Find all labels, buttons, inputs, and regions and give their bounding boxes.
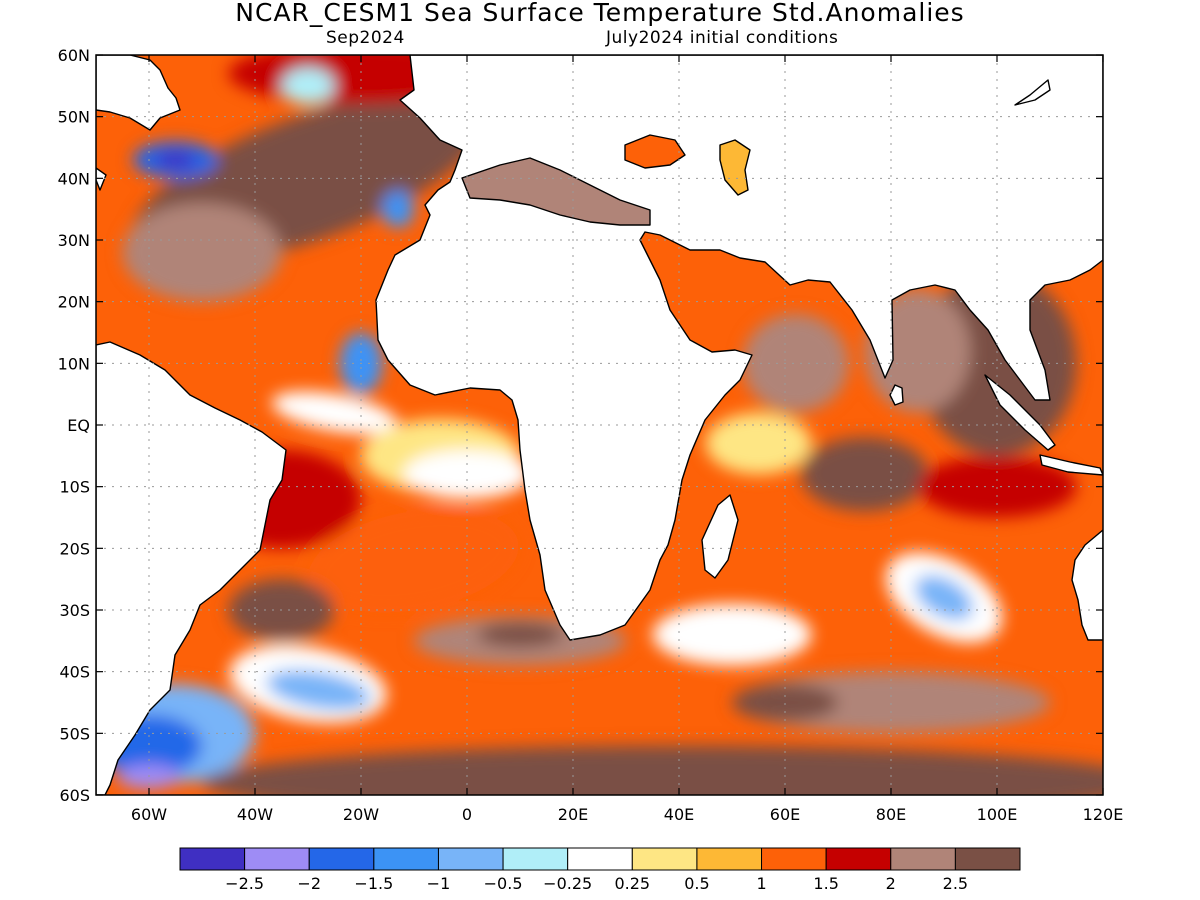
lon-tick-label: 20E [558, 805, 588, 824]
anomaly-blob [202, 745, 1103, 795]
anomaly-blob [800, 437, 929, 512]
anomaly-blob [382, 190, 414, 228]
lon-tick-label: 60E [770, 805, 800, 824]
lat-tick-label: 20N [58, 293, 90, 312]
lat-tick-label: 10N [58, 354, 90, 373]
lat-tick-label: 40N [58, 169, 90, 188]
colorbar-swatch [761, 847, 827, 871]
lat-tick-label: 20S [59, 539, 90, 558]
lat-tick-label: 60N [58, 46, 90, 65]
forecast-month: Sep2024 [326, 28, 405, 48]
lat-tick-label: 40S [59, 663, 90, 682]
anomaly-blob [281, 67, 335, 105]
anomaly-blob [122, 203, 282, 302]
lon-tick-label: 40E [664, 805, 694, 824]
colorbar-swatch [567, 847, 633, 871]
anomaly-blob [477, 622, 563, 648]
lon-tick-label: 20W [343, 805, 379, 824]
colorbar-label: −2.5 [225, 874, 264, 893]
land-sri-lanka [889, 384, 904, 406]
colorbar-label: −0.5 [484, 874, 523, 893]
land-africa-eurasia [96, 55, 181, 131]
colorbar-label: −1.5 [354, 874, 393, 893]
colorbar-swatch [631, 847, 698, 871]
lat-tick-label: EQ [67, 416, 90, 435]
colorbar-label: −0.25 [543, 874, 592, 893]
land-north-america [96, 167, 107, 191]
colorbar: −2.5 −2 −1.5 −1 −0.5 −0.25 0.25 0.5 1 1.5 2 2.5 [179, 847, 1021, 893]
anomaly-blob [652, 603, 812, 666]
land-java [1039, 454, 1103, 476]
anomaly-blob [705, 412, 812, 475]
lon-tick-label: 80E [876, 805, 906, 824]
anomaly-blob [742, 314, 849, 413]
map-title: NCAR_CESM1 Sea Surface Temperature Std.A… [235, 0, 965, 27]
anomaly-blob [266, 669, 371, 711]
graticule [96, 55, 1103, 795]
colorbar-swatch [308, 847, 375, 871]
anomaly-blob [732, 684, 838, 721]
colorbar-label: 0.5 [684, 874, 709, 893]
colorbar-label: 2 [886, 874, 896, 893]
colorbar-swatch [825, 847, 892, 871]
colorbar-label: −2 [297, 874, 321, 893]
colorbar-label: 0.25 [614, 874, 650, 893]
lon-tick-label: 60W [131, 805, 167, 824]
colorbar-swatch [179, 847, 246, 871]
lat-tick-label: 50S [59, 724, 90, 743]
anomaly-blob [917, 455, 1077, 518]
land-caspian [719, 139, 751, 196]
lon-tick-label: 100E [977, 805, 1018, 824]
land-masses [96, 55, 1103, 795]
anomaly-blob [914, 575, 974, 621]
axis-ticks: 60N 50N 40N 30N 20N 10N EQ 10S 20S 30S 40S 50S 60S 60… [58, 46, 1124, 824]
colorbar-label: 2.5 [943, 874, 968, 893]
initial-conditions: July2024 initial conditions [606, 28, 839, 48]
lat-tick-label: 30N [58, 231, 90, 250]
anomaly-blob [309, 508, 519, 613]
land-mediterranean [461, 157, 651, 226]
colorbar-label: 1.5 [813, 874, 838, 893]
colorbar-label: 1 [756, 874, 766, 893]
colorbar-swatch [696, 847, 763, 871]
land-madagascar [701, 494, 739, 579]
anomaly-blob [154, 150, 197, 170]
colorbar-swatch [373, 847, 439, 871]
anomaly-blob [403, 449, 531, 500]
colorbar-swatch [502, 847, 569, 871]
lat-tick-label: 60S [59, 786, 90, 805]
lon-tick-label: 120E [1083, 805, 1124, 824]
colorbar-swatch [890, 847, 956, 871]
colorbar-label: −1 [427, 874, 451, 893]
lat-tick-label: 50N [58, 108, 90, 127]
lat-tick-label: 10S [59, 478, 90, 497]
land-south-america [96, 341, 287, 795]
lat-tick-label: 30S [59, 601, 90, 620]
anomaly-field [96, 55, 1103, 795]
land-greenland-tip [1014, 79, 1051, 106]
land-australia [1071, 529, 1103, 641]
lon-tick-label: 40W [237, 805, 273, 824]
anomaly-blob [271, 391, 398, 434]
colorbar-swatch [244, 847, 310, 871]
land-sumatra [984, 374, 1056, 451]
colorbar-swatch [954, 847, 1021, 871]
colorbar-swatch [437, 847, 504, 871]
lon-tick-label: 0 [462, 805, 472, 824]
land-black-sea [624, 134, 686, 169]
